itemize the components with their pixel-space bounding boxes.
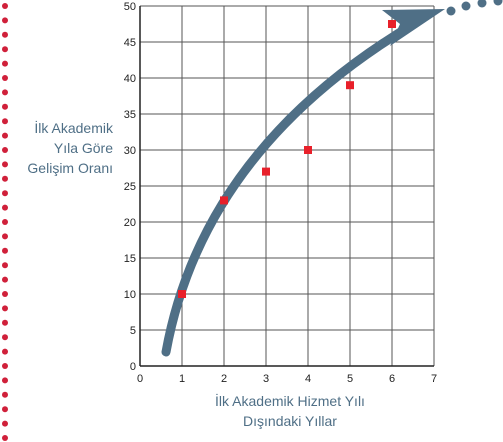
border-dot [2, 31, 8, 38]
y-axis-label-line-1: İlk Akademik [34, 120, 113, 136]
border-dot [2, 435, 8, 441]
border-dot [2, 406, 8, 413]
y-axis-label-line-2: Yıla Göre [53, 140, 113, 156]
y-tick-label: 15 [124, 253, 136, 265]
data-point [304, 146, 312, 154]
border-dot [2, 363, 8, 369]
trend-arrow [161, 9, 445, 357]
border-dot [2, 175, 8, 182]
x-axis-label-line-1: İlk Akademik Hizmet Yılı [215, 393, 365, 409]
border-dot [2, 118, 8, 125]
y-tick-labels: 0 5 10 15 20 25 30 35 40 45 50 [124, 1, 136, 373]
y-tick-label: 50 [124, 1, 136, 13]
x-tick-label: 7 [431, 373, 437, 385]
border-dot [2, 89, 8, 96]
trail-dot [493, 0, 503, 6]
y-tick-label: 5 [130, 325, 136, 337]
border-dot [2, 247, 8, 254]
data-point [388, 20, 396, 28]
border-dot [2, 161, 8, 168]
border-dot [2, 291, 8, 297]
y-axis-label: İlk Akademik Yıla Göre Gelişim Oranı [0, 118, 113, 178]
border-dot [2, 391, 8, 398]
data-point [346, 81, 354, 90]
x-tick-label: 1 [179, 373, 185, 385]
border-dot [2, 147, 8, 153]
border-dot [2, 262, 8, 269]
border-dot [2, 305, 8, 312]
x-tick-label: 4 [305, 373, 311, 385]
data-point [178, 290, 186, 298]
trend-arrow-shaft [161, 20, 417, 357]
border-dot [2, 276, 8, 283]
border-dot [2, 334, 8, 341]
x-axis-label: İlk Akademik Hizmet Yılı Dışındaki Yılla… [190, 391, 390, 431]
y-tick-label: 45 [124, 37, 136, 49]
trail-dot [446, 6, 456, 16]
border-dot [2, 46, 8, 53]
border-dot [2, 348, 8, 355]
border-dot [2, 17, 8, 24]
y-tick-label: 30 [124, 145, 136, 157]
border-dot [2, 420, 8, 427]
y-tick-label: 25 [124, 181, 136, 193]
y-axis-label-line-3: Gelişim Oranı [27, 160, 113, 176]
x-tick-label: 5 [347, 373, 353, 385]
border-dot [2, 233, 8, 240]
trend-arrow-head [382, 9, 445, 46]
border-dot [2, 60, 8, 67]
y-tick-label: 20 [124, 217, 136, 229]
border-dot [2, 377, 8, 384]
grid-lines [139, 5, 435, 367]
trail-dot [461, 1, 471, 11]
data-point [262, 167, 270, 176]
border-dot [2, 319, 8, 326]
data-points [178, 20, 396, 298]
x-tick-label: 2 [221, 373, 227, 385]
border-dot [2, 190, 8, 197]
y-tick-label: 0 [130, 361, 136, 373]
border-dot [2, 75, 8, 81]
border-dot [2, 204, 8, 211]
arrow-dot-trail [446, 0, 503, 16]
border-dot [2, 132, 8, 139]
y-tick-label: 40 [124, 73, 136, 85]
border-dot [2, 3, 8, 9]
x-tick-label: 3 [263, 373, 269, 385]
x-tick-label: 6 [389, 373, 395, 385]
decorative-dotted-border [2, 3, 8, 441]
border-dot [2, 219, 8, 225]
x-tick-label: 0 [137, 373, 143, 385]
trail-dot [477, 0, 487, 8]
y-tick-label: 10 [124, 289, 136, 301]
y-tick-label: 35 [124, 109, 136, 121]
x-tick-labels: 0 1 2 3 4 5 6 7 [137, 373, 437, 385]
data-point [220, 196, 228, 205]
border-dot [2, 103, 8, 110]
x-axis-label-line-2: Dışındaki Yıllar [243, 413, 337, 429]
